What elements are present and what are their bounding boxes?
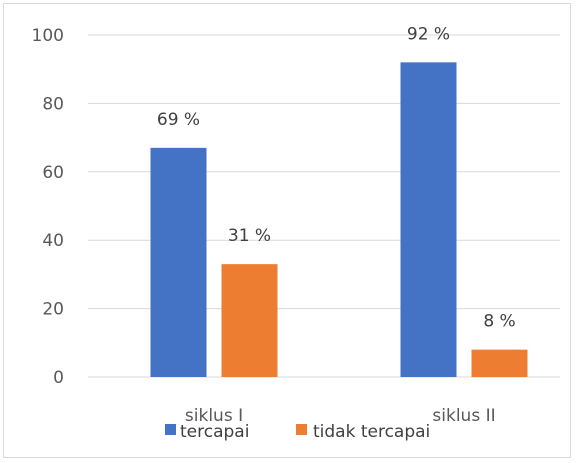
x-axis-category-labels: siklus I siklus II (185, 406, 496, 426)
bar-tidak-tercapai-2 (471, 349, 528, 377)
bar-tercapai-2 (400, 62, 457, 378)
data-label-tercapai-2: 92 % (407, 24, 450, 44)
y-tick-label-20: 20 (42, 300, 64, 320)
chart-frame (3, 3, 571, 458)
y-tick-label-0: 0 (53, 368, 64, 388)
y-tick-label-80: 80 (42, 94, 64, 114)
bars (150, 62, 528, 378)
data-label-tidak-tercapai-1: 31 % (228, 226, 271, 246)
x-category-label-1: siklus I (185, 406, 243, 426)
bar-tercapai-1 (150, 147, 207, 377)
bar-tidak-tercapai-1 (221, 264, 278, 377)
y-tick-label-100: 100 (32, 26, 64, 46)
data-labels: 69 % 92 % 31 % 8 % (157, 24, 516, 331)
legend-label-tidak-tercapai: tidak tercapai (313, 422, 430, 442)
y-tick-label-40: 40 (42, 231, 64, 251)
legend-swatch-tercapai (165, 424, 176, 435)
legend: tercapai tidak tercapai (165, 422, 430, 442)
legend-swatch-tidak-tercapai (296, 424, 307, 435)
data-label-tidak-tercapai-2: 8 % (483, 312, 515, 332)
legend-label-tercapai: tercapai (180, 422, 249, 442)
y-tick-label-60: 60 (42, 163, 64, 183)
y-axis-tick-labels: 0 20 40 60 80 100 (32, 26, 64, 388)
x-category-label-2: siklus II (432, 406, 495, 426)
data-label-tercapai-1: 69 % (157, 110, 200, 130)
